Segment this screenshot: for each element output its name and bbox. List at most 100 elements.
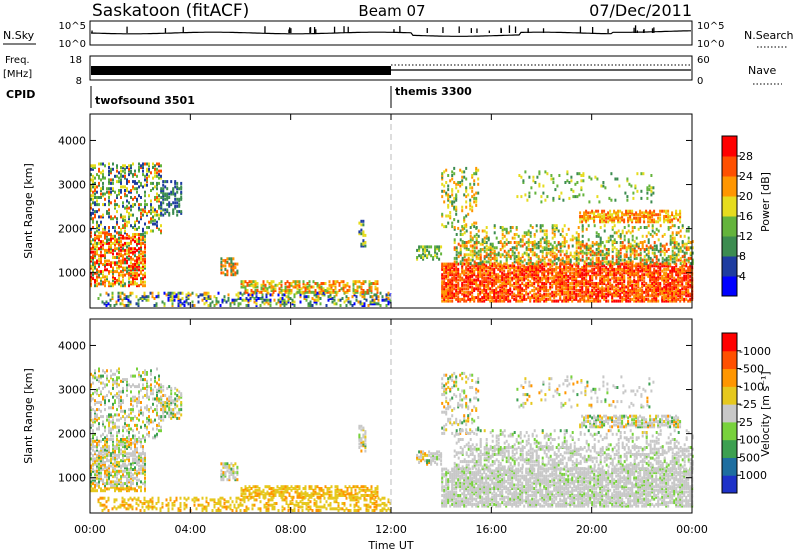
data-cell [132, 226, 134, 229]
data-cell [503, 277, 505, 280]
data-cell [128, 284, 130, 287]
data-cell [589, 275, 591, 278]
data-cell [472, 253, 474, 256]
data-cell [118, 177, 120, 180]
data-cell [614, 262, 616, 265]
data-cell [248, 304, 250, 307]
data-cell [480, 248, 482, 251]
data-cell [620, 245, 622, 248]
data-cell [488, 237, 490, 240]
data-cell [342, 297, 344, 300]
data-cell [100, 251, 102, 254]
data-cell [527, 282, 529, 285]
data-cell [582, 255, 584, 258]
data-cell [136, 282, 138, 285]
data-cell [445, 275, 447, 278]
data-cell [422, 245, 424, 248]
data-cell [152, 177, 154, 180]
data-cell [466, 245, 468, 248]
data-cell [313, 291, 315, 294]
data-cell [166, 180, 168, 183]
data-cell [653, 268, 655, 271]
data-cell [447, 287, 449, 290]
data-cell [533, 277, 535, 280]
data-cell [522, 245, 524, 248]
data-cell [579, 289, 581, 292]
data-cell [616, 248, 618, 251]
data-cell [373, 282, 375, 285]
data-cell [128, 258, 130, 261]
data-cell [388, 301, 390, 304]
data-cell [134, 263, 136, 266]
data-cell [441, 223, 443, 226]
data-cell [533, 289, 535, 292]
data-cell [579, 286, 581, 289]
data-cell [341, 280, 343, 283]
data-cell [266, 299, 268, 302]
data-cell [160, 212, 162, 215]
data-cell [614, 231, 616, 234]
data-cell [106, 231, 108, 234]
data-cell [234, 271, 236, 274]
data-cell [148, 194, 150, 197]
data-cell [291, 289, 293, 292]
data-cell [678, 231, 680, 234]
data-cell [611, 284, 613, 287]
data-cell [178, 198, 180, 201]
data-cell [624, 262, 626, 265]
data-cell [476, 252, 478, 255]
data-cell [495, 287, 497, 290]
freq-tick-top: 18 [69, 55, 82, 66]
data-cell [313, 280, 315, 283]
data-cell [624, 253, 626, 256]
data-cell [615, 268, 617, 271]
data-cell [98, 196, 100, 199]
data-cell [664, 262, 666, 265]
data-cell [128, 201, 130, 204]
data-cell [572, 238, 574, 241]
data-cell [92, 164, 94, 167]
data-cell [355, 289, 357, 292]
data-cell [579, 215, 581, 218]
data-cell [546, 230, 548, 233]
data-cell [134, 221, 136, 224]
data-cell [588, 257, 590, 260]
data-cell [192, 304, 194, 307]
data-cell [363, 289, 365, 292]
data-cell [263, 280, 265, 283]
data-cell [268, 299, 270, 302]
data-cell [684, 252, 686, 255]
data-cell [472, 245, 474, 248]
data-cell [362, 230, 364, 233]
data-cell [114, 277, 116, 280]
data-cell [571, 282, 573, 285]
data-cell [514, 241, 516, 244]
data-cell [461, 176, 463, 179]
data-cell [232, 263, 234, 266]
data-cell [592, 241, 594, 244]
data-cell [530, 224, 532, 227]
data-cell [176, 293, 178, 296]
data-cell [466, 241, 468, 244]
data-cell [535, 293, 537, 296]
data-cell [539, 270, 541, 273]
data-cell [506, 238, 508, 241]
data-cell [374, 299, 376, 302]
data-cell [250, 297, 252, 300]
data-cell [678, 248, 680, 251]
data-cell [674, 257, 676, 260]
data-cell [639, 270, 641, 273]
data-cell [140, 277, 142, 280]
cpid-label: CPID [6, 88, 35, 101]
data-cell [122, 292, 124, 295]
data-cell [158, 198, 160, 201]
data-cell [148, 168, 150, 171]
data-cell [601, 286, 603, 289]
data-cell [673, 277, 675, 280]
data-cell [92, 185, 94, 188]
data-cell [120, 260, 122, 263]
data-cell [124, 189, 126, 192]
data-cell [659, 266, 661, 269]
data-cell [477, 169, 479, 172]
data-cell [613, 217, 615, 220]
